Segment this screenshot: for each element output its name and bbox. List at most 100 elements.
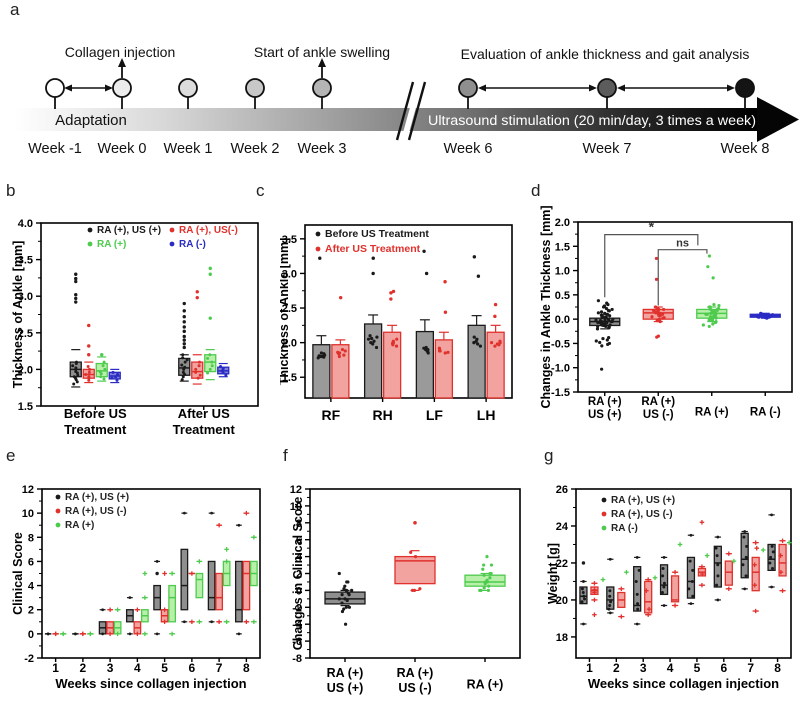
timeline-event-marker: [597, 78, 617, 109]
timeline-event-marker: [45, 78, 65, 109]
svg-text:0.0: 0.0: [555, 314, 570, 326]
svg-text:-1.5: -1.5: [551, 387, 570, 399]
double-arrow-icon: [478, 84, 597, 92]
svg-text:US (+): US (+): [327, 681, 363, 695]
svg-text:RA (+): RA (+): [695, 407, 729, 419]
svg-text:20: 20: [556, 595, 568, 607]
svg-text:RA (+): RA (+): [641, 396, 675, 408]
svg-text:Week 0: Week 0: [98, 141, 147, 157]
svg-text:3.5: 3.5: [282, 234, 297, 246]
svg-text:-0.5: -0.5: [551, 338, 570, 350]
panel-letter-g: g: [544, 446, 554, 465]
svg-text:3: 3: [107, 661, 114, 675]
svg-text:2.0: 2.0: [555, 217, 570, 229]
svg-text:1: 1: [52, 661, 59, 675]
svg-text:24: 24: [556, 521, 569, 533]
svg-text:ns: ns: [676, 238, 689, 250]
svg-text:RA (+), US (+): RA (+), US (+): [97, 225, 161, 236]
svg-text:6: 6: [28, 556, 34, 568]
svg-text:Week 6: Week 6: [444, 141, 493, 157]
svg-text:Treatment: Treatment: [173, 422, 236, 437]
timeline-diagram: Adaptation Ultrasound stimulation (20 min…: [15, 44, 799, 157]
svg-text:RA (+): RA (+): [397, 666, 434, 680]
svg-text:RA (-): RA (-): [179, 239, 206, 250]
panel-letter-d: d: [531, 181, 541, 200]
svg-text:2: 2: [28, 605, 34, 617]
svg-text:10: 10: [290, 501, 302, 513]
svg-text:22: 22: [556, 558, 568, 570]
svg-text:4.0: 4.0: [18, 218, 33, 230]
panel-letter-b: b: [6, 181, 16, 200]
svg-text:2.5: 2.5: [18, 328, 33, 340]
svg-text:4: 4: [134, 661, 141, 675]
svg-text:6: 6: [720, 661, 727, 675]
svg-text:0.5: 0.5: [555, 290, 570, 302]
svg-text:-2: -2: [24, 653, 34, 665]
svg-text:3: 3: [640, 661, 647, 675]
svg-text:RF: RF: [322, 407, 341, 423]
svg-text:Collagen injection: Collagen injection: [65, 44, 176, 60]
svg-text:RA (+): RA (+): [327, 666, 364, 680]
svg-text:Start of ankle swelling: Start of ankle swelling: [254, 44, 390, 60]
svg-text:Before US Treatment: Before US Treatment: [325, 228, 429, 240]
timeline-break-icon: [395, 81, 427, 141]
timeline-event-marker: [112, 78, 132, 109]
svg-text:-2: -2: [292, 602, 302, 614]
svg-text:12: 12: [22, 484, 34, 496]
svg-text:Thickness of Ankle [mm]: Thickness of Ankle [mm]: [280, 238, 291, 386]
svg-text:3.0: 3.0: [282, 268, 297, 280]
svg-text:RH: RH: [373, 407, 393, 423]
svg-text:18: 18: [556, 632, 568, 644]
svg-text:1.5: 1.5: [282, 372, 297, 384]
svg-text:After US Treatment: After US Treatment: [325, 243, 421, 255]
svg-text:8: 8: [243, 661, 250, 675]
svg-text:1.5: 1.5: [18, 401, 33, 413]
double-arrow-icon: [617, 84, 735, 92]
svg-text:26: 26: [556, 484, 568, 496]
panel-letter-f: f: [283, 446, 288, 465]
svg-text:LF: LF: [426, 407, 444, 423]
up-arrow-icon: [118, 58, 126, 78]
svg-text:Treatment: Treatment: [64, 422, 127, 437]
svg-text:8: 8: [296, 518, 302, 530]
svg-text:5: 5: [694, 661, 701, 675]
svg-text:2: 2: [296, 569, 302, 581]
svg-text:Ultrasound stimulation (20 min: Ultrasound stimulation (20 min/day, 3 ti…: [428, 113, 756, 128]
timeline-event-marker: [735, 78, 755, 109]
svg-text:RA (+), US (-): RA (+), US (-): [65, 506, 127, 517]
panel-letter-c: c: [256, 181, 265, 200]
svg-text:Weeks since collagen injection: Weeks since collagen injection: [588, 676, 779, 691]
svg-text:1.0: 1.0: [555, 266, 570, 278]
svg-text:8: 8: [774, 661, 781, 675]
svg-text:Changes in Ankle Thickness [mm: Changes in Ankle Thickness [mm]: [539, 205, 553, 408]
svg-text:6: 6: [296, 535, 302, 547]
timeline-event-marker: [458, 78, 478, 109]
svg-text:RA (+): RA (+): [65, 520, 94, 531]
svg-text:*: *: [649, 219, 655, 235]
svg-text:Week 2: Week 2: [231, 141, 280, 157]
svg-text:LH: LH: [477, 407, 496, 423]
svg-text:-4: -4: [292, 619, 303, 631]
svg-text:10: 10: [22, 508, 34, 520]
svg-text:4: 4: [667, 661, 674, 675]
svg-text:Before US: Before US: [64, 406, 127, 421]
panel-letter-e: e: [6, 446, 16, 465]
svg-text:2.5: 2.5: [282, 303, 297, 315]
svg-text:2.0: 2.0: [282, 338, 297, 350]
panel-letter-a: a: [10, 0, 20, 19]
svg-text:RA (+), US (+): RA (+), US (+): [65, 492, 129, 503]
svg-text:RA (+): RA (+): [97, 239, 126, 250]
svg-text:Weeks since collagen injection: Weeks since collagen injection: [55, 676, 246, 691]
svg-text:-1.0: -1.0: [551, 363, 570, 375]
svg-text:US (+): US (+): [588, 409, 622, 421]
svg-text:RA (-): RA (-): [750, 407, 781, 419]
svg-text:1: 1: [586, 661, 593, 675]
svg-text:2: 2: [613, 661, 620, 675]
svg-text:12: 12: [290, 484, 302, 496]
svg-text:Week 7: Week 7: [583, 141, 632, 157]
svg-text:Week 8: Week 8: [721, 141, 770, 157]
